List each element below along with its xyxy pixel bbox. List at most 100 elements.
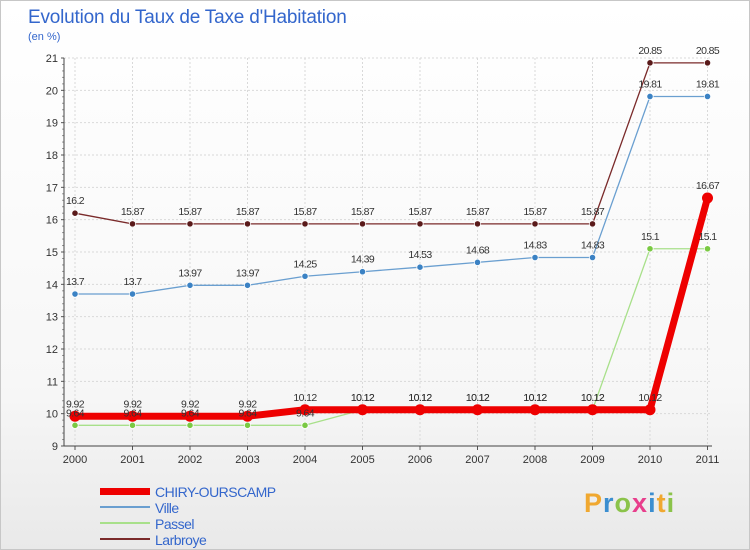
data-point-passel	[71, 421, 79, 429]
data-label-larbroye: 15.87	[178, 206, 202, 218]
data-point-passel	[186, 421, 194, 429]
data-point-ville	[128, 290, 137, 298]
data-label-ville: 19.81	[696, 78, 720, 90]
series-line-larbroye	[74, 62, 708, 225]
data-label-passel: 9.64	[123, 407, 142, 419]
data-label-chiry-ourscamp: 10.12	[408, 392, 432, 404]
data-point-chiry-ourscamp	[184, 410, 196, 422]
x-tick-label: 2010	[638, 454, 662, 466]
data-point-passel	[646, 245, 654, 253]
legend-label-ville: Ville	[155, 500, 179, 516]
x-tick-label: 2009	[580, 454, 604, 466]
data-label-larbroye: 15.87	[236, 206, 260, 218]
data-label-ville: 19.81	[638, 78, 662, 90]
data-label-ville: 14.83	[581, 239, 605, 251]
data-point-chiry-ourscamp	[127, 410, 138, 422]
data-point-ville	[473, 258, 482, 266]
data-label-chiry-ourscamp: 10.12	[351, 392, 375, 404]
data-label-larbroye: 15.87	[351, 206, 375, 218]
data-label-ville: 13.7	[123, 276, 142, 288]
data-point-chiry-ourscamp	[702, 192, 713, 204]
legend-swatch-ville	[100, 506, 150, 508]
data-point-larbroye	[243, 220, 252, 228]
data-label-larbroye: 16.2	[66, 195, 85, 207]
legend-swatch-larbroye	[100, 538, 150, 540]
data-label-chiry-ourscamp: 9.92	[66, 398, 85, 410]
data-label-passel: 15.1	[641, 231, 660, 243]
data-label-ville: 14.25	[293, 258, 317, 270]
data-point-chiry-ourscamp	[472, 404, 483, 416]
y-tick-label: 19	[46, 118, 58, 130]
y-tick-label: 12	[46, 344, 58, 356]
x-tick-label: 2006	[408, 454, 432, 466]
legend-swatch-chiry-ourscamp	[100, 487, 150, 495]
data-point-chiry-ourscamp	[69, 410, 81, 422]
data-label-ville: 13.97	[236, 267, 260, 279]
data-label-larbroye: 20.85	[638, 45, 662, 57]
data-point-larbroye	[416, 220, 424, 228]
logo-letter: x	[632, 488, 649, 518]
data-label-ville: 14.83	[523, 239, 547, 251]
legend-label-larbroye: Larbroye	[155, 532, 207, 548]
data-point-larbroye	[128, 220, 137, 228]
data-label-chiry-ourscamp: 9.92	[181, 398, 200, 410]
legend-swatch-passel	[100, 522, 150, 524]
y-tick-label: 15	[46, 247, 58, 259]
data-point-ville	[243, 281, 252, 289]
data-label-larbroye: 15.87	[466, 206, 490, 218]
x-tick-label: 2008	[523, 454, 547, 466]
data-point-chiry-ourscamp	[587, 404, 598, 416]
logo-letter: P	[584, 488, 604, 518]
y-tick-label: 21	[46, 53, 58, 65]
data-point-ville	[588, 253, 597, 262]
data-label-chiry-ourscamp: 10.12	[523, 392, 547, 404]
data-label-passel: 10.12	[408, 392, 432, 404]
data-point-chiry-ourscamp	[529, 404, 541, 416]
data-point-ville	[301, 272, 309, 280]
data-label-chiry-ourscamp: 10.12	[638, 392, 662, 404]
x-tick-label: 2000	[63, 454, 87, 466]
data-label-larbroye: 15.87	[523, 206, 547, 218]
logo-letter: t	[656, 488, 667, 518]
data-point-chiry-ourscamp	[299, 404, 311, 416]
data-point-chiry-ourscamp	[357, 404, 368, 416]
y-tick-label: 17	[46, 182, 58, 194]
y-tick-label: 18	[46, 150, 58, 162]
data-label-larbroye: 15.87	[408, 206, 432, 218]
data-label-larbroye: 20.85	[696, 45, 720, 57]
data-point-larbroye	[646, 59, 654, 67]
data-label-larbroye: 15.87	[581, 206, 605, 218]
data-point-larbroye	[703, 59, 712, 67]
data-point-ville	[646, 92, 654, 101]
y-tick-label: 16	[46, 215, 58, 227]
data-point-ville	[186, 281, 194, 289]
data-label-chiry-ourscamp: 10.12	[466, 392, 490, 404]
y-tick-label: 10	[46, 409, 58, 421]
data-label-ville: 14.39	[351, 254, 375, 266]
data-point-ville	[531, 253, 539, 262]
data-label-passel: 10.12	[581, 392, 605, 404]
y-tick-label: 9	[52, 441, 58, 453]
data-point-passel	[128, 421, 137, 429]
data-label-passel: 15.1	[698, 231, 717, 243]
logo-letter: r	[603, 488, 615, 518]
data-point-chiry-ourscamp	[414, 404, 426, 416]
series-line-passel	[75, 248, 708, 426]
data-label-passel: 9.64	[181, 407, 200, 419]
x-tick-label: 2001	[120, 454, 144, 466]
data-point-passel	[301, 421, 309, 429]
logo-letter: i	[666, 488, 676, 518]
data-label-passel: 9.64	[238, 407, 257, 419]
data-label-chiry-ourscamp: 9.92	[123, 398, 142, 410]
data-point-larbroye	[473, 220, 482, 228]
logo-letter: o	[614, 488, 633, 518]
data-label-chiry-ourscamp: 9.92	[238, 398, 257, 410]
data-point-chiry-ourscamp	[242, 410, 253, 422]
x-tick-label: 2011	[696, 454, 720, 466]
y-tick-label: 14	[46, 279, 58, 291]
x-tick-label: 2007	[465, 454, 489, 466]
data-label-passel: 10.12	[523, 392, 547, 404]
data-label-larbroye: 15.87	[293, 206, 317, 218]
data-point-larbroye	[531, 220, 539, 228]
